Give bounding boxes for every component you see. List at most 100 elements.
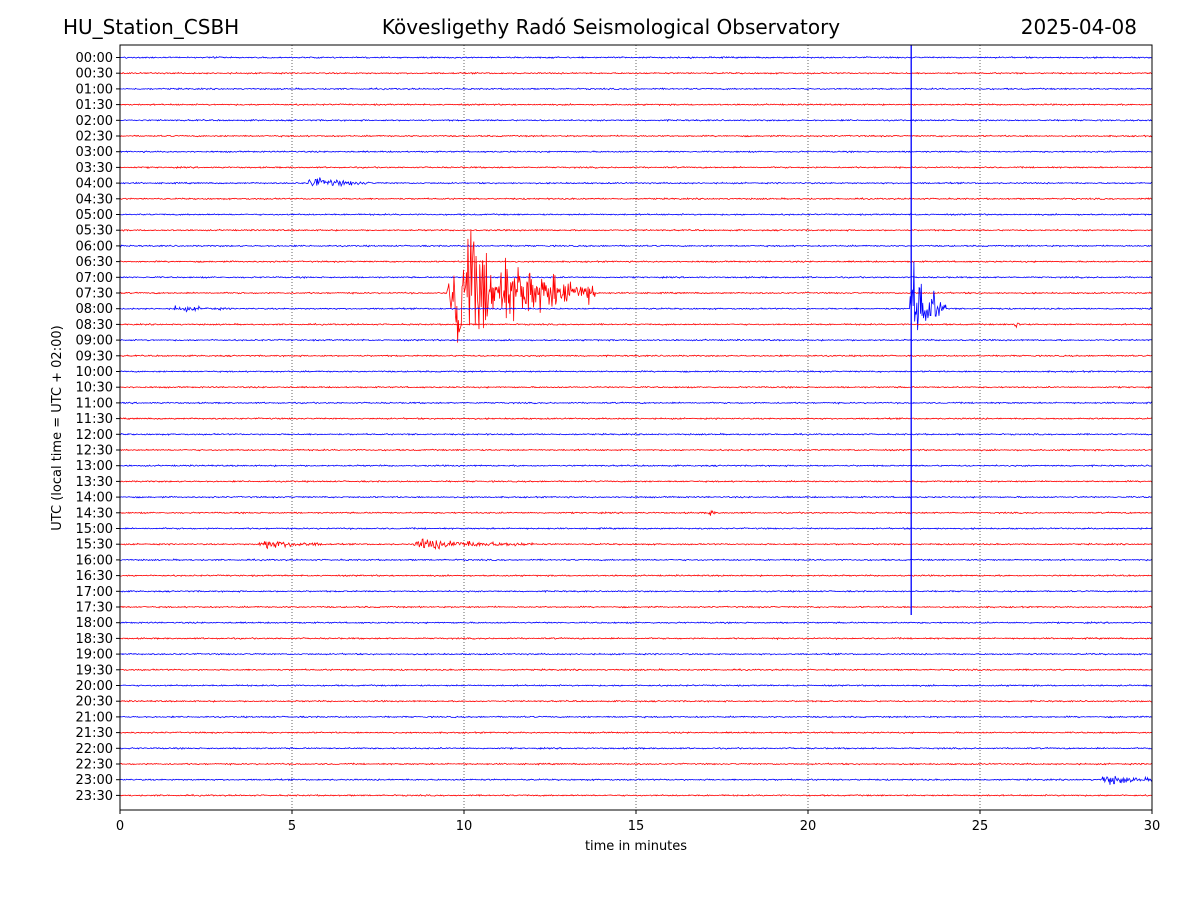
row-label: 18:00 xyxy=(76,616,113,631)
row-label: 14:00 xyxy=(76,491,113,506)
trace-row-2130 xyxy=(119,731,1153,735)
row-label: 19:30 xyxy=(76,663,113,678)
trace-row-1700 xyxy=(119,589,1153,594)
trace-row-1430 xyxy=(119,509,1153,516)
trace-row-1530 xyxy=(119,538,1153,550)
row-label: 08:30 xyxy=(76,318,113,333)
row-label: 16:00 xyxy=(76,553,113,568)
x-tick-labels: 0 5 10 15 20 25 30 xyxy=(116,810,1160,834)
trace-row-1130 xyxy=(119,417,1153,421)
row-label: 21:30 xyxy=(76,726,113,741)
trace-row-2300 xyxy=(119,775,1153,785)
trace-row-0030 xyxy=(119,71,1153,75)
row-label: 10:00 xyxy=(76,365,113,380)
date-label: 2025-04-08 xyxy=(1020,15,1137,39)
row-label: 15:00 xyxy=(76,522,113,537)
trace-row-1100 xyxy=(119,401,1153,405)
row-label: 09:00 xyxy=(76,334,113,349)
trace-row-1930 xyxy=(119,668,1153,672)
trace-row-0830 xyxy=(119,322,1153,329)
row-label: 22:00 xyxy=(76,742,113,757)
row-label: 02:30 xyxy=(76,130,113,145)
trace-row-0430 xyxy=(119,197,1153,201)
row-label: 05:00 xyxy=(76,208,113,223)
trace-row-1600 xyxy=(119,558,1153,562)
trace-row-1900 xyxy=(119,652,1153,656)
trace-row-2330 xyxy=(119,793,1153,797)
y-axis-label: UTC (local time = UTC + 02:00) xyxy=(50,325,65,530)
trace-row-2000 xyxy=(119,683,1153,688)
row-label: 07:30 xyxy=(76,287,113,302)
row-label: 22:30 xyxy=(76,758,113,773)
trace-row-1330 xyxy=(119,479,1153,483)
trace-row-0730 xyxy=(119,229,1153,343)
trace-row-0330 xyxy=(119,165,1153,170)
row-label: 11:30 xyxy=(76,412,113,427)
row-label: 17:00 xyxy=(76,585,113,600)
row-label: 11:00 xyxy=(76,396,113,411)
trace-row-0400 xyxy=(119,177,1153,188)
row-label: 00:30 xyxy=(76,67,113,82)
row-label: 05:30 xyxy=(76,224,113,239)
row-label: 10:30 xyxy=(76,381,113,396)
row-label: 13:00 xyxy=(76,459,113,474)
x-tick-label: 20 xyxy=(800,819,817,834)
trace-row-2030 xyxy=(119,699,1153,703)
trace-row-0630 xyxy=(119,260,1153,264)
row-label: 23:00 xyxy=(76,773,113,788)
trace-row-2200 xyxy=(119,746,1153,750)
trace-row-0600 xyxy=(119,244,1153,248)
trace-row-0200 xyxy=(119,118,1153,123)
row-label: 23:30 xyxy=(76,789,113,804)
row-label: 20:00 xyxy=(76,679,113,694)
trace-row-0900 xyxy=(119,338,1153,342)
trace-row-1000 xyxy=(119,369,1153,374)
grid-lines xyxy=(291,45,981,810)
row-label: 06:00 xyxy=(76,239,113,254)
row-label: 04:00 xyxy=(76,177,113,192)
row-label: 15:30 xyxy=(76,538,113,553)
trace-row-1200 xyxy=(120,432,1153,436)
trace-row-0100 xyxy=(119,87,1153,91)
row-label: 06:30 xyxy=(76,255,113,270)
row-label: 01:00 xyxy=(76,82,113,97)
row-label: 12:00 xyxy=(76,428,113,443)
row-label: 14:30 xyxy=(76,506,113,521)
observatory-title: Kövesligethy Radó Seismological Observat… xyxy=(381,15,841,39)
row-label: 00:00 xyxy=(76,51,113,66)
x-tick-label: 30 xyxy=(1144,819,1161,834)
trace-row-1830 xyxy=(119,636,1153,641)
trace-row-1230 xyxy=(119,448,1153,452)
trace-row-0800 xyxy=(119,261,1153,331)
trace-row-1730 xyxy=(119,605,1153,609)
trace-row-2230 xyxy=(119,762,1153,766)
trace-row-1030 xyxy=(119,385,1153,389)
trace-row-0130 xyxy=(119,102,1153,107)
station-label: HU_Station_CSBH xyxy=(63,15,240,39)
trace-row-1630 xyxy=(119,573,1153,578)
x-tick-label: 25 xyxy=(972,819,989,834)
row-label: 21:00 xyxy=(76,710,113,725)
trace-row-0000 xyxy=(119,56,1153,60)
row-label: 09:30 xyxy=(76,349,113,364)
trace-row-0230 xyxy=(119,134,1153,138)
row-label: 12:30 xyxy=(76,444,113,459)
row-label: 17:30 xyxy=(76,601,113,616)
x-tick-label: 15 xyxy=(628,819,645,834)
trace-row-0500 xyxy=(119,212,1153,217)
row-label: 19:00 xyxy=(76,648,113,663)
row-label: 08:00 xyxy=(76,302,113,317)
x-tick-label: 0 xyxy=(116,819,124,834)
row-label: 01:30 xyxy=(76,98,113,113)
trace-row-0700 xyxy=(119,275,1153,279)
trace-row-1500 xyxy=(119,526,1153,531)
trace-rows xyxy=(119,56,1153,797)
row-label: 13:30 xyxy=(76,475,113,490)
x-axis-label: time in minutes xyxy=(585,839,687,854)
row-label: 18:30 xyxy=(76,632,113,647)
x-tick-label: 5 xyxy=(288,819,296,834)
row-label: 03:00 xyxy=(76,145,113,160)
row-label: 20:30 xyxy=(76,695,113,710)
y-tick-labels: 00:0000:3001:0001:3002:0002:3003:0003:30… xyxy=(76,51,120,804)
